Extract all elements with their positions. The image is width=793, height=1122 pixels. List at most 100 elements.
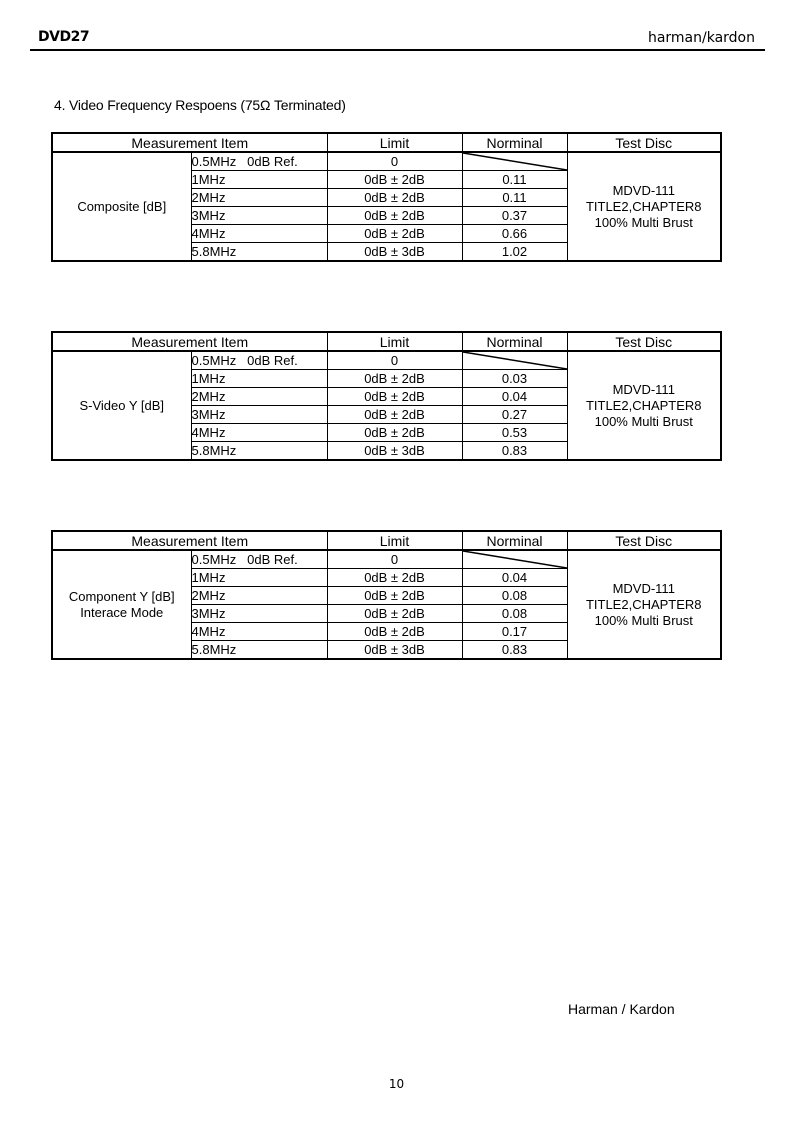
header-test-disc: Test Disc [566, 530, 722, 551]
test-disc-line: MDVD-111 [612, 182, 675, 198]
frequency-cell: 2MHz [190, 188, 328, 207]
frequency-cell: 4MHz [190, 224, 328, 243]
header-test-disc: Test Disc [566, 331, 722, 352]
item-label: S-Video Y [dB] [79, 397, 165, 413]
section-title: 4. Video Frequency Respoens (75Ω Termina… [54, 97, 346, 113]
table-row: 2MHz 0dB ± 2dB 0.04 [52, 387, 721, 406]
measurement-item: Component Y [dB] Interace Mode [51, 549, 192, 660]
nominal-cell: 0.83 [461, 441, 568, 461]
header-limit: Limit [326, 132, 463, 153]
test-disc: MDVD-111 TITLE2,CHAPTER8 100% Multi Brust [566, 549, 722, 660]
nominal-cell: 0.27 [461, 405, 568, 424]
limit-cell: 0dB ± 2dB [326, 206, 463, 225]
item-label: Composite [dB] [77, 198, 167, 214]
frequency-cell: 0.5MHz 0dB Ref. [190, 549, 328, 569]
model-name: DVD27 [38, 29, 90, 45]
frequency-cell: 1MHz [190, 369, 328, 388]
measurement-item: S-Video Y [dB] [51, 350, 192, 461]
frequency-cell: 2MHz [190, 387, 328, 406]
header-limit: Limit [326, 530, 463, 551]
measurement-item: Composite [dB] [51, 151, 192, 262]
header-nominal: Norminal [461, 530, 568, 551]
table-header-row: Measurement Item Limit Norminal Test Dis… [51, 331, 722, 352]
nominal-cell: 0.17 [461, 622, 568, 641]
table-row: 4MHz 0dB ± 2dB 0.53 [52, 423, 721, 442]
limit-cell: 0dB ± 2dB [326, 170, 463, 189]
nominal-cell: 0.11 [461, 170, 568, 189]
nominal-cell: 0.03 [461, 369, 568, 388]
nominal-cell: 1.02 [461, 242, 568, 262]
nominal-cell: 0.53 [461, 423, 568, 442]
frequency-cell: 0.5MHz 0dB Ref. [190, 151, 328, 171]
page-number: 10 [388, 1077, 405, 1091]
limit-cell: 0dB ± 2dB [326, 604, 463, 623]
footer-brand: Harman / Kardon [568, 1001, 675, 1017]
nominal-cell: 0.37 [461, 206, 568, 225]
nominal-cell-na [461, 549, 568, 569]
limit-cell: 0dB ± 2dB [326, 369, 463, 388]
frequency-cell: 0.5MHz 0dB Ref. [190, 350, 328, 370]
frequency-cell: 1MHz [190, 568, 328, 587]
table-row: 5.8MHz 0dB ± 3dB 1.02 [52, 242, 721, 262]
test-disc-line: 100% Multi Brust [594, 214, 693, 230]
test-disc-line: MDVD-111 [612, 580, 675, 596]
nominal-cell: 0.83 [461, 640, 568, 660]
table-row: 1MHz 0dB ± 2dB 0.04 [52, 568, 721, 587]
frequency-cell: 2MHz [190, 586, 328, 605]
table-row: Component Y [dB] Interace Mode 0.5MHz 0dB … [51, 549, 722, 660]
nominal-cell: 0.04 [461, 568, 568, 587]
test-disc: MDVD-111 TITLE2,CHAPTER8 100% Multi Brust [566, 151, 722, 262]
frequency-response-table: Measurement Item Limit Norminal Test Dis… [51, 132, 722, 262]
header-divider [30, 49, 765, 51]
nominal-cell-na [461, 151, 568, 171]
test-disc-line: TITLE2,CHAPTER8 [585, 198, 702, 214]
table-row: 5.8MHz 0dB ± 3dB 0.83 [52, 640, 721, 660]
table-row: S-Video Y [dB] 0.5MHz 0dB Ref. 0 MDVD-111 TI… [51, 350, 722, 461]
test-disc-line: TITLE2,CHAPTER8 [585, 596, 702, 612]
limit-cell: 0dB ± 3dB [326, 441, 463, 461]
frequency-cell: 3MHz [190, 206, 328, 225]
limit-cell: 0 [326, 350, 463, 370]
test-disc-line: MDVD-111 [612, 381, 675, 397]
nominal-cell: 0.04 [461, 387, 568, 406]
table-row: 5.8MHz 0dB ± 3dB 0.83 [52, 441, 721, 461]
test-disc-line: 100% Multi Brust [594, 413, 693, 429]
header-measurement-item: Measurement Item [51, 331, 328, 352]
frequency-cell: 4MHz [190, 622, 328, 641]
limit-cell: 0 [326, 151, 463, 171]
frequency-response-table: Measurement Item Limit Norminal Test Dis… [51, 530, 722, 660]
frequency-cell: 3MHz [190, 604, 328, 623]
table-row: 4MHz 0dB ± 2dB 0.66 [52, 224, 721, 243]
header-measurement-item: Measurement Item [51, 530, 328, 551]
frequency-cell: 5.8MHz [190, 441, 328, 461]
limit-cell: 0dB ± 2dB [326, 387, 463, 406]
test-disc-line: TITLE2,CHAPTER8 [585, 397, 702, 413]
header-measurement-item: Measurement Item [51, 132, 328, 153]
table-row: 4MHz 0dB ± 2dB 0.17 [52, 622, 721, 641]
limit-cell: 0dB ± 2dB [326, 568, 463, 587]
limit-cell: 0dB ± 3dB [326, 242, 463, 262]
limit-cell: 0dB ± 3dB [326, 640, 463, 660]
nominal-cell: 0.08 [461, 586, 568, 605]
limit-cell: 0dB ± 2dB [326, 405, 463, 424]
limit-cell: 0dB ± 2dB [326, 224, 463, 243]
limit-cell: 0dB ± 2dB [326, 188, 463, 207]
nominal-cell-na [461, 350, 568, 370]
item-mode: Interace Mode [80, 604, 164, 620]
header-nominal: Norminal [461, 132, 568, 153]
test-disc: MDVD-111 TITLE2,CHAPTER8 100% Multi Brust [566, 350, 722, 461]
frequency-response-table: Measurement Item Limit Norminal Test Dis… [51, 331, 722, 461]
frequency-cell: 5.8MHz [190, 640, 328, 660]
limit-cell: 0dB ± 2dB [326, 423, 463, 442]
frequency-cell: 5.8MHz [190, 242, 328, 262]
limit-cell: 0 [326, 549, 463, 569]
nominal-cell: 0.08 [461, 604, 568, 623]
table-row: 1MHz 0dB ± 2dB 0.03 [52, 369, 721, 388]
brand-name: harman/kardon [647, 30, 755, 46]
nominal-cell: 0.11 [461, 188, 568, 207]
limit-cell: 0dB ± 2dB [326, 622, 463, 641]
frequency-cell: 1MHz [190, 170, 328, 189]
nominal-cell: 0.66 [461, 224, 568, 243]
limit-cell: 0dB ± 2dB [326, 586, 463, 605]
test-disc-line: 100% Multi Brust [594, 612, 693, 628]
